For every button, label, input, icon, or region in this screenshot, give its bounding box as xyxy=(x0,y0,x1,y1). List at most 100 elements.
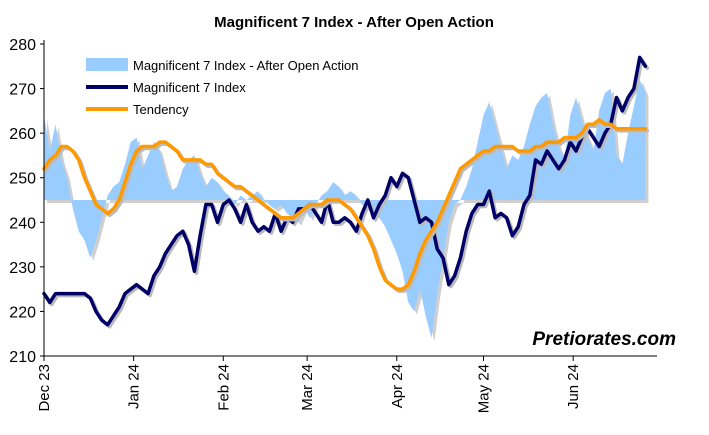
data-point-magnificent-7-index-85 xyxy=(534,159,537,161)
legend-label-index: Magnificent 7 Index xyxy=(133,80,246,95)
data-point-tendency-97 xyxy=(604,123,606,125)
data-point-magnificent-7-index-53 xyxy=(349,221,352,223)
data-point-magnificent-7-index-103 xyxy=(639,56,641,58)
data-point-magnificent-7-index-96 xyxy=(598,145,600,148)
data-point-magnificent-7-index-95 xyxy=(592,137,594,139)
after-open-action-area-layer xyxy=(44,79,649,342)
data-point-tendency-81 xyxy=(511,145,514,148)
data-point-tendency-38 xyxy=(263,203,265,206)
data-point-tendency-67 xyxy=(430,230,433,232)
data-point-magnificent-7-index-52 xyxy=(344,217,346,219)
data-point-tendency-65 xyxy=(419,252,421,255)
data-point-magnificent-7-index-100 xyxy=(621,110,623,112)
data-point-magnificent-7-index-32 xyxy=(228,199,230,201)
data-point-magnificent-7-index-83 xyxy=(523,203,525,206)
data-point-tendency-99 xyxy=(615,128,618,130)
data-point-tendency-74 xyxy=(471,159,473,161)
data-point-tendency-55 xyxy=(361,226,363,228)
data-point-magnificent-7-index-37 xyxy=(257,230,259,232)
x-tick-label-apr-24: Apr 24 xyxy=(389,364,406,408)
data-point-magnificent-7-index-50 xyxy=(332,221,334,223)
data-point-tendency-17 xyxy=(141,145,143,148)
data-point-tendency-28 xyxy=(205,163,207,165)
data-point-magnificent-7-index-73 xyxy=(465,230,467,232)
y-tick-label-220: 220 xyxy=(9,304,36,321)
data-point-magnificent-7-index-25 xyxy=(187,243,190,246)
data-point-tendency-103 xyxy=(639,128,641,130)
data-point-magnificent-7-index-28 xyxy=(205,203,207,206)
watermark: Pretiorates.com xyxy=(532,329,676,350)
legend: Magnificent 7 Index - After Open Action … xyxy=(86,58,358,117)
data-point-magnificent-7-index-48 xyxy=(320,221,323,223)
data-point-magnificent-7-index-33 xyxy=(234,208,236,210)
data-point-tendency-29 xyxy=(211,163,213,165)
data-point-magnificent-7-index-88 xyxy=(552,159,554,161)
data-point-tendency-11 xyxy=(107,212,109,214)
data-point-tendency-82 xyxy=(517,150,519,152)
data-point-magnificent-7-index-91 xyxy=(569,141,571,143)
x-tick-label-jun-24: Jun 24 xyxy=(565,364,582,409)
data-point-magnificent-7-index-20 xyxy=(159,266,161,268)
data-point-magnificent-7-index-5 xyxy=(72,293,74,295)
data-point-magnificent-7-index-62 xyxy=(401,172,404,174)
data-point-magnificent-7-index-99 xyxy=(615,96,618,99)
data-point-tendency-42 xyxy=(286,217,288,219)
data-point-tendency-72 xyxy=(459,168,461,170)
data-point-tendency-60 xyxy=(390,284,392,286)
data-point-tendency-101 xyxy=(627,128,629,130)
data-point-tendency-78 xyxy=(494,145,496,148)
data-point-tendency-5 xyxy=(72,150,74,152)
data-point-tendency-75 xyxy=(477,154,479,157)
data-point-tendency-10 xyxy=(101,208,103,210)
data-point-tendency-32 xyxy=(228,181,230,183)
data-point-magnificent-7-index-1 xyxy=(49,301,51,304)
data-point-tendency-13 xyxy=(118,199,120,201)
data-point-magnificent-7-index-67 xyxy=(430,221,433,223)
data-point-magnificent-7-index-70 xyxy=(448,284,450,286)
data-point-tendency-76 xyxy=(482,150,485,152)
data-point-tendency-2 xyxy=(54,154,57,157)
data-point-magnificent-7-index-47 xyxy=(315,212,317,214)
data-point-tendency-70 xyxy=(448,194,450,197)
data-point-magnificent-7-index-2 xyxy=(54,293,57,295)
y-tick-label-260: 260 xyxy=(9,126,36,143)
data-point-tendency-83 xyxy=(523,150,525,152)
data-point-magnificent-7-index-12 xyxy=(112,315,114,317)
data-point-tendency-37 xyxy=(257,199,259,201)
series-shadow-magnificent-7-index-after-open-action xyxy=(47,82,649,342)
data-point-tendency-44 xyxy=(297,212,300,214)
data-point-magnificent-7-index-80 xyxy=(506,217,508,219)
data-point-tendency-12 xyxy=(112,208,114,210)
data-point-magnificent-7-index-56 xyxy=(367,199,369,201)
data-point-magnificent-7-index-15 xyxy=(130,288,132,290)
data-point-tendency-95 xyxy=(592,123,594,125)
data-point-magnificent-7-index-10 xyxy=(101,319,103,321)
data-point-magnificent-7-index-54 xyxy=(355,230,357,232)
data-point-tendency-27 xyxy=(199,159,201,161)
y-tick-label-230: 230 xyxy=(9,260,36,277)
x-tick-label-feb-24: Feb 24 xyxy=(215,364,232,411)
data-point-magnificent-7-index-39 xyxy=(268,230,271,232)
data-point-tendency-86 xyxy=(540,145,542,148)
data-point-magnificent-7-index-57 xyxy=(373,217,375,219)
data-point-tendency-88 xyxy=(552,141,554,143)
series-lines-layer xyxy=(42,55,650,329)
data-point-tendency-58 xyxy=(378,266,381,268)
data-point-magnificent-7-index-69 xyxy=(442,257,444,259)
data-point-magnificent-7-index-87 xyxy=(546,150,548,152)
data-point-tendency-50 xyxy=(332,199,334,201)
data-point-magnificent-7-index-71 xyxy=(453,275,456,277)
data-point-magnificent-7-index-6 xyxy=(78,293,80,295)
data-point-magnificent-7-index-75 xyxy=(477,203,479,206)
data-point-magnificent-7-index-60 xyxy=(390,177,392,179)
data-point-magnificent-7-index-8 xyxy=(89,297,91,299)
data-point-tendency-9 xyxy=(95,203,97,206)
data-point-tendency-96 xyxy=(598,119,600,121)
data-point-tendency-3 xyxy=(60,145,62,148)
data-point-magnificent-7-index-64 xyxy=(413,199,415,201)
data-point-magnificent-7-index-34 xyxy=(240,221,242,223)
data-point-tendency-100 xyxy=(621,128,623,130)
y-tick-label-210: 210 xyxy=(9,349,36,366)
data-point-magnificent-7-index-90 xyxy=(563,159,566,161)
